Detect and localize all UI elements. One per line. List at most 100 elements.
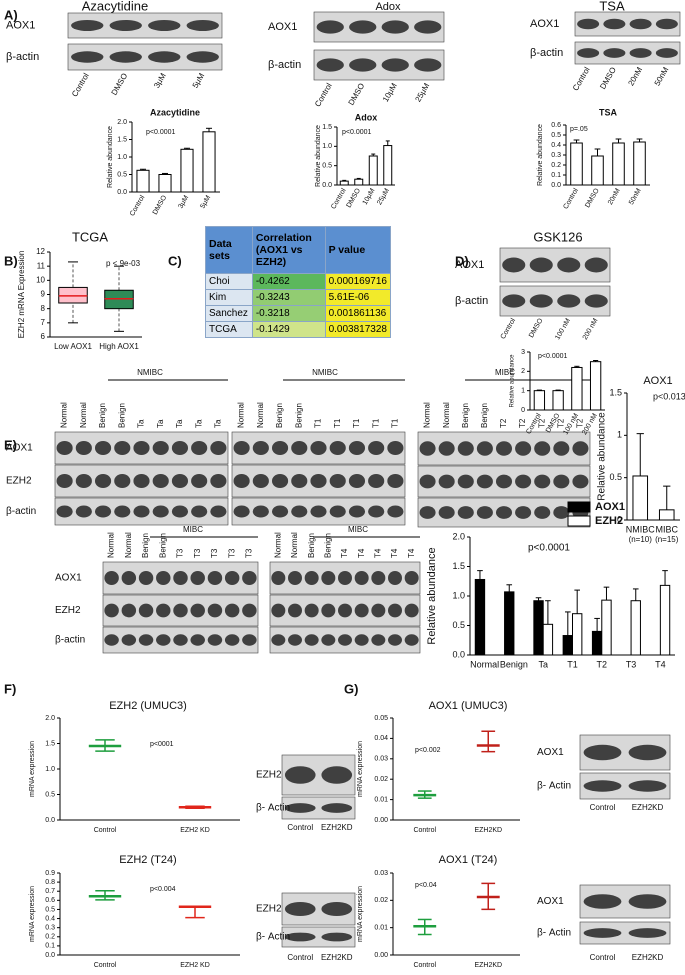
blot-band bbox=[387, 505, 404, 518]
lane-label: Benign bbox=[117, 403, 126, 428]
bar bbox=[474, 578, 486, 656]
annotation: p<0.0001 bbox=[342, 129, 371, 136]
blot-row-label: AOX1 bbox=[268, 21, 297, 33]
blot-band bbox=[371, 603, 386, 618]
blot-band bbox=[534, 474, 551, 489]
bar bbox=[570, 142, 583, 186]
y-tick-label: 7 bbox=[41, 318, 46, 327]
chart-title: AOX1 (UMUC3) bbox=[429, 700, 508, 712]
lane-label: T1 bbox=[390, 418, 399, 428]
lane-label: T2 bbox=[537, 418, 546, 428]
bar bbox=[542, 623, 554, 656]
blot-band bbox=[310, 440, 327, 456]
lane-label: T1 bbox=[333, 418, 342, 428]
blot-band bbox=[114, 440, 131, 456]
blot-band bbox=[271, 440, 289, 456]
y-tick-label: 8 bbox=[41, 304, 46, 313]
bar bbox=[591, 630, 603, 656]
y-tick-label: 0.6 bbox=[45, 897, 55, 904]
lane-label: EZH2KD bbox=[321, 953, 353, 962]
lane-label: T2 bbox=[499, 418, 508, 428]
chart-title: AOX1 (T24) bbox=[439, 854, 498, 866]
chart-title: EZH2 (UMUC3) bbox=[109, 700, 187, 712]
group-label: MIBC bbox=[348, 525, 368, 534]
y-tick-label: 1.0 bbox=[117, 154, 127, 161]
y-tick-label: 0.2 bbox=[45, 934, 55, 941]
blot-band bbox=[387, 473, 404, 489]
blot-band bbox=[138, 634, 154, 646]
lane-label: 10μM bbox=[381, 81, 399, 103]
legend-swatch bbox=[567, 501, 591, 513]
table-cell: -0.1429 bbox=[251, 321, 326, 338]
lane-label: 200 nM bbox=[582, 317, 600, 341]
blot-band bbox=[75, 440, 92, 456]
blot-band bbox=[338, 634, 352, 646]
blot-row-label: EZH2 bbox=[256, 904, 282, 915]
x-tick-label: NMIBC bbox=[626, 524, 656, 534]
blot-band bbox=[404, 570, 419, 586]
bar bbox=[630, 600, 641, 656]
annotation: p<0.04 bbox=[415, 882, 437, 889]
group-label: MIBC bbox=[183, 525, 203, 534]
lane-label: T4 bbox=[407, 548, 416, 558]
header-cell: P value bbox=[324, 226, 392, 274]
y-tick-label: 0.05 bbox=[374, 715, 388, 722]
blot-band bbox=[534, 506, 551, 519]
blot-band bbox=[210, 505, 227, 518]
lane-label: Normal bbox=[256, 402, 265, 428]
error-bar bbox=[663, 485, 671, 510]
blot-band bbox=[419, 441, 436, 456]
blot-band bbox=[438, 474, 455, 489]
x-tick-label: DMSO bbox=[584, 187, 601, 209]
bar bbox=[658, 509, 675, 521]
blot-band bbox=[56, 473, 73, 489]
y-axis-label: Relative abundance bbox=[537, 124, 544, 186]
blot-band bbox=[371, 570, 386, 586]
blot-band bbox=[388, 570, 402, 586]
legend-label: EZH2 bbox=[595, 515, 623, 527]
blot-band bbox=[304, 603, 319, 618]
blot-band bbox=[56, 505, 73, 518]
blot-band bbox=[321, 634, 336, 646]
lane-label: T1 bbox=[352, 418, 361, 428]
y-tick-label: 0.02 bbox=[374, 776, 388, 783]
y-tick-label: 0.0 bbox=[452, 649, 465, 659]
blot-band bbox=[583, 744, 622, 761]
blot-strip bbox=[281, 796, 356, 820]
y-tick-label: 0.0 bbox=[45, 817, 55, 824]
blot-band bbox=[419, 474, 436, 489]
panel-label: G) bbox=[344, 681, 358, 696]
blot-band bbox=[171, 473, 189, 489]
lane-label: T1 bbox=[371, 418, 380, 428]
blot-band bbox=[321, 570, 336, 586]
y-tick-label: 0.0 bbox=[322, 182, 332, 189]
lane-label: Normal bbox=[124, 532, 133, 558]
table-cell: -0.3243 bbox=[251, 289, 326, 306]
error-bar bbox=[205, 127, 213, 132]
x-tick-label: Ta bbox=[538, 659, 548, 669]
blot-row-label: β- Actin bbox=[537, 781, 571, 792]
y-axis-label: Relative abundance bbox=[426, 547, 438, 644]
lane-label: T2 bbox=[576, 418, 585, 428]
y-tick-label: 0.0 bbox=[117, 189, 127, 196]
blot-band bbox=[210, 473, 227, 489]
error-bar bbox=[385, 140, 390, 146]
x-tick-label: High AOX1 bbox=[99, 342, 139, 351]
table-row: Choi -0.4262 0.000169716 bbox=[205, 273, 392, 290]
blot-band bbox=[457, 506, 474, 519]
x-tick-label: Control bbox=[129, 194, 147, 217]
blot-strip bbox=[281, 926, 356, 948]
lane-label: Benign bbox=[141, 533, 150, 558]
error-bar bbox=[477, 570, 483, 580]
blot-band bbox=[553, 474, 570, 489]
lane-label: T2 bbox=[556, 418, 565, 428]
lane-label: Ta bbox=[156, 419, 165, 428]
blot-band bbox=[502, 257, 526, 273]
lane-label: T3 bbox=[210, 548, 219, 558]
x-tick-label: Control bbox=[413, 827, 436, 834]
y-tick-label: 0.4 bbox=[551, 142, 561, 149]
x-tick-note: (n=10) bbox=[629, 535, 653, 544]
blot-band bbox=[173, 634, 188, 646]
x-tick-label: DMSO bbox=[346, 187, 363, 209]
y-tick-label: 2.0 bbox=[117, 119, 127, 126]
